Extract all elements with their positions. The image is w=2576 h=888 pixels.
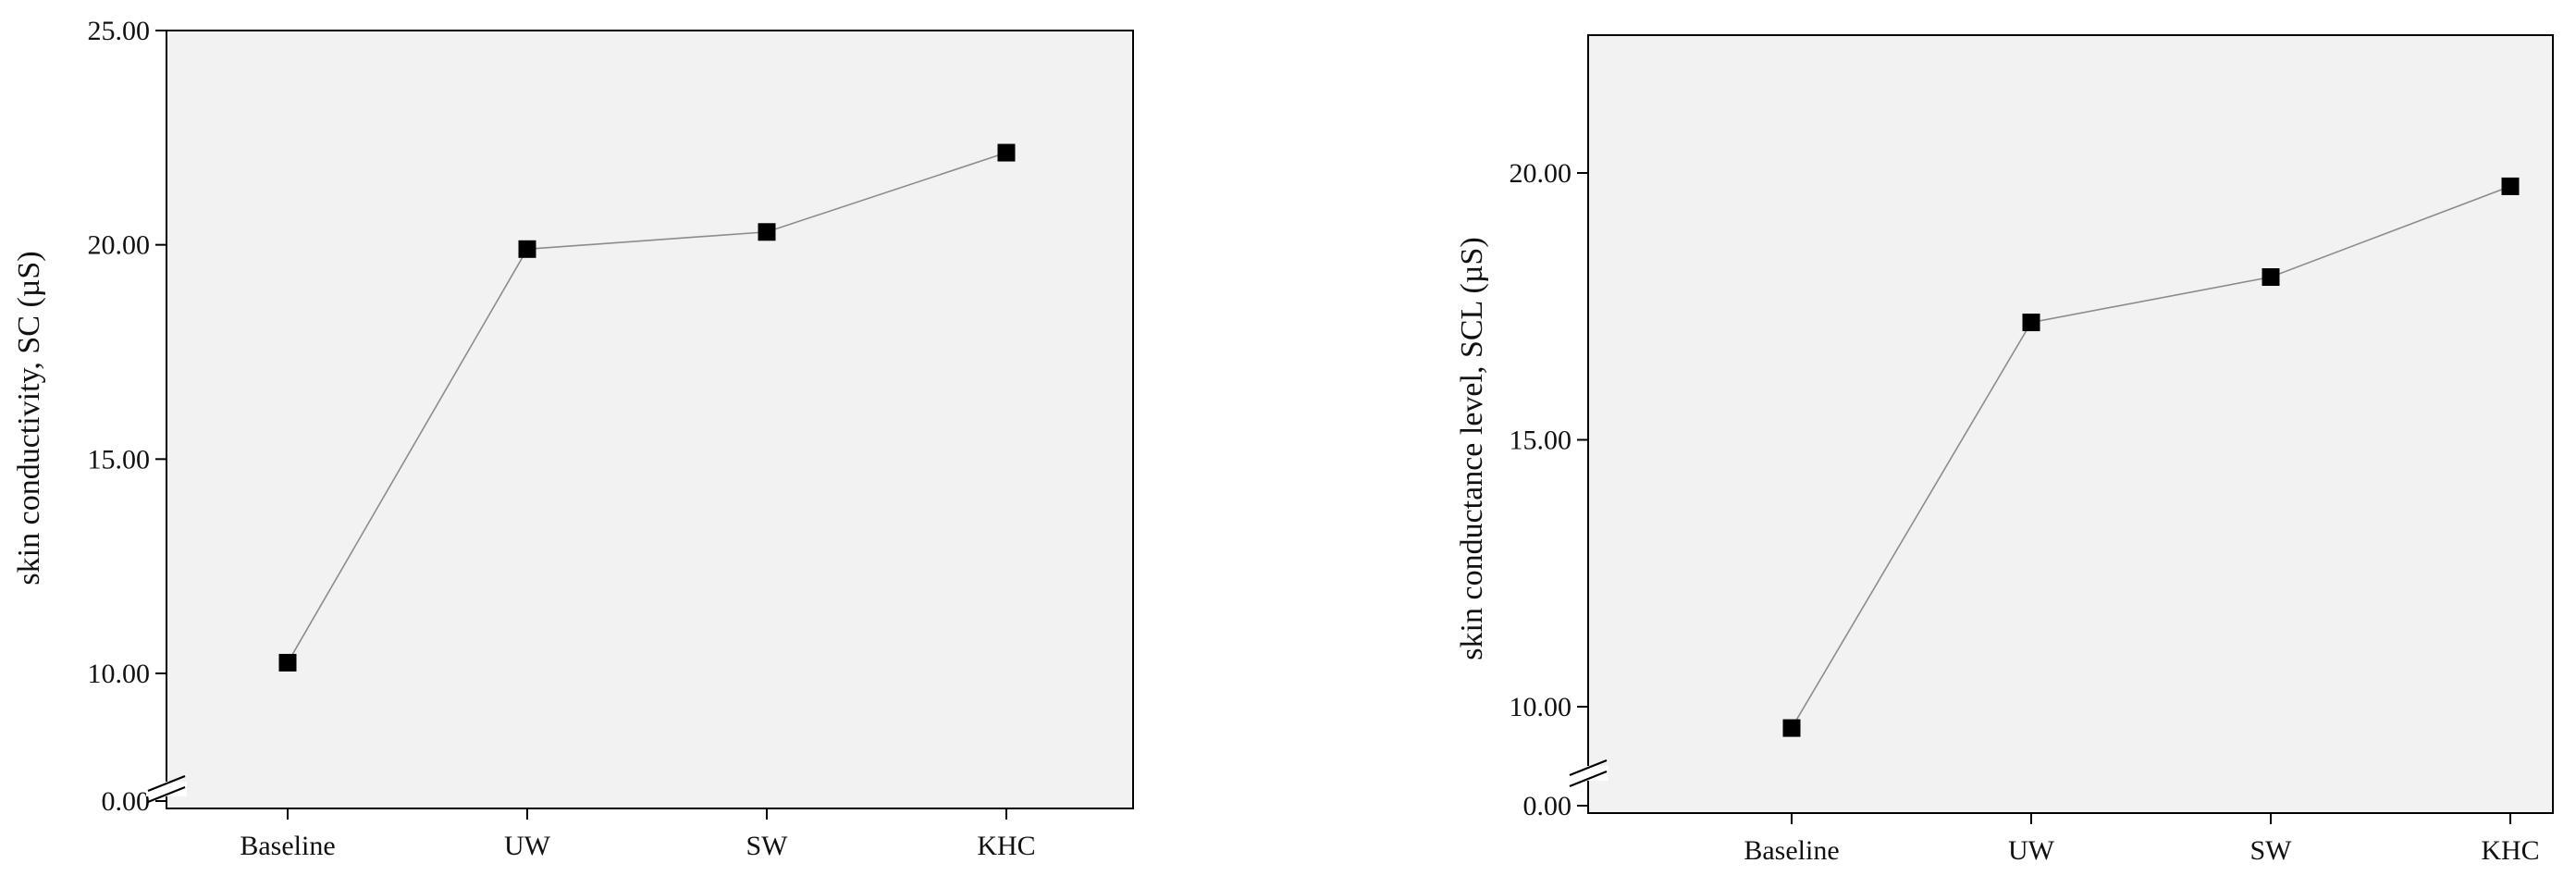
series-line [287, 152, 1007, 663]
y-tick-label: 10.00 [1510, 692, 1572, 722]
chart-skin-conductivity: 0.00 10.00 15.00 20.00 25.00 Baseline UW SW KHC s… [0, 0, 1230, 888]
x-tick-label: KHC [977, 831, 1035, 861]
data-point [997, 143, 1016, 162]
series-line [1791, 185, 2511, 729]
chart-svg-skin-conductance-level: 0.00 10.00 15.00 20.00 Baseline UW SW KHC skin c… [1455, 34, 2554, 866]
y-tick-label: 15.00 [1510, 426, 1572, 456]
plot-area [166, 30, 1134, 809]
data-point [518, 240, 536, 258]
axis-break-mark [147, 785, 186, 804]
x-tick-label: SW [746, 831, 789, 861]
data-point [2501, 177, 2520, 195]
axis-break-gap [146, 782, 187, 796]
data-point [278, 653, 297, 672]
data-point [1782, 719, 1801, 737]
data-point [2022, 314, 2040, 332]
x-tick-label: KHC [2481, 835, 2539, 866]
y-tick-label: 15.00 [88, 444, 151, 475]
x-tick-label: UW [2008, 835, 2055, 866]
x-tick-label: Baseline [1744, 835, 1839, 866]
axis-break-mark [147, 774, 186, 793]
plot-area [1587, 34, 2554, 814]
x-tick-label: SW [2250, 835, 2293, 866]
y-axis-label: skin conductance level, SCL (µS) [1455, 237, 1489, 660]
y-tick-label: 10.00 [88, 659, 151, 689]
chart-skin-conductance-level: 0.00 10.00 15.00 20.00 Baseline UW SW KHC skin c… [1369, 0, 2576, 888]
data-point [2262, 268, 2280, 287]
chart-svg-skin-conductivity: 0.00 10.00 15.00 20.00 25.00 Baseline UW SW KHC s… [12, 16, 1134, 861]
y-tick-label: 0.00 [102, 786, 151, 817]
y-tick-label: 20.00 [1510, 158, 1572, 189]
y-tick-label: 0.00 [1523, 791, 1572, 821]
axis-break-gap [1568, 766, 1608, 781]
data-point [758, 223, 776, 241]
axis-break-mark [1569, 770, 1608, 788]
x-tick-label: UW [504, 831, 551, 861]
axis-break-mark [1569, 758, 1608, 777]
y-tick-label: 25.00 [88, 16, 151, 46]
y-tick-label: 20.00 [88, 230, 151, 261]
x-tick-label: Baseline [240, 831, 335, 861]
y-axis-label: skin conductivity, SC (µS) [12, 251, 46, 585]
